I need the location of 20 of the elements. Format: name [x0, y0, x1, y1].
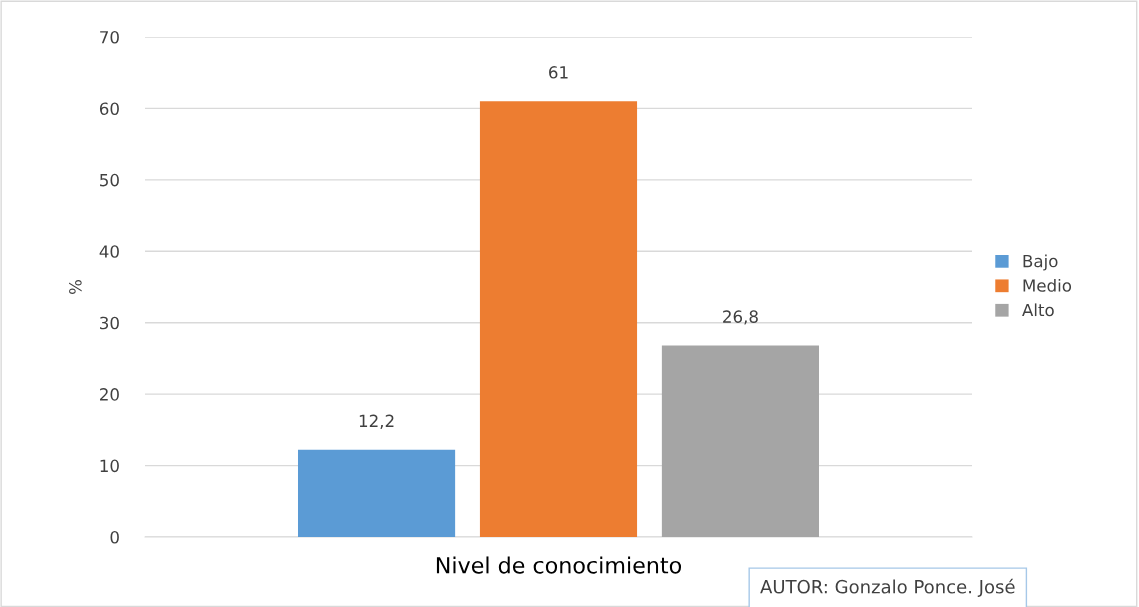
bar	[661, 345, 819, 537]
y-tick-label: 0	[110, 530, 119, 544]
data-label: 61	[549, 66, 568, 79]
legend-label: Medio	[1023, 278, 1072, 292]
legend-label: Alto	[1022, 303, 1054, 317]
bar	[297, 449, 456, 537]
text: AUTOR: Gonzalo Ponce. José	[760, 578, 1015, 597]
y-tick-label: 70	[100, 30, 119, 44]
data-label: 26,8	[723, 310, 758, 325]
y-tick-label: 20	[100, 388, 119, 401]
y-axis-title: %	[69, 280, 82, 294]
y-tick-label: 40	[99, 245, 119, 258]
y-tick-label: 60	[99, 102, 119, 115]
x-tick-label: Nivel de conocimiento	[436, 556, 682, 574]
y-tick-label: 10	[100, 459, 119, 473]
legend-label: Bajo	[1023, 254, 1058, 271]
bar	[479, 101, 638, 537]
y-tick-label: 50	[100, 173, 119, 187]
y-tick-label: 30	[100, 316, 119, 330]
data-label: 12,2	[359, 414, 394, 429]
